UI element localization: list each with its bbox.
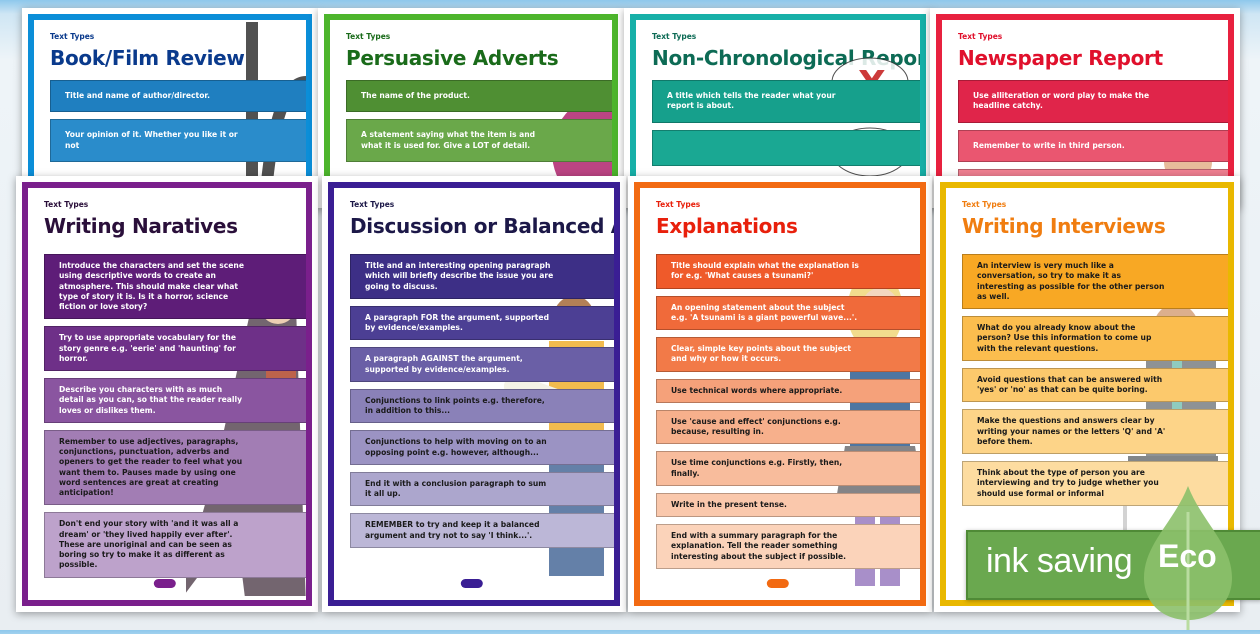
ink-saving-text: ink saving	[986, 542, 1133, 580]
poster-point: An opening statement about the subject e…	[656, 295, 920, 330]
poster-point: A statement saying what the item is and …	[346, 119, 612, 162]
poster-point: Write in the present tense.	[656, 492, 920, 517]
poster-writing-narratives: Text Types Writing Naratives Introduce t…	[16, 176, 318, 612]
poster-label: Text Types	[44, 200, 89, 209]
poster-point: Make the questions and answers clear by …	[962, 409, 1228, 454]
eco-label: Eco	[1158, 538, 1217, 574]
poster-point: Title and an interesting opening paragra…	[350, 254, 614, 299]
poster-book-film-review: Text Types Book/Film Review Title and na…	[22, 8, 318, 208]
poster-point: Conjunctions to help with moving on to a…	[350, 430, 614, 465]
poster-title: Discussion or Balanced Arguments	[350, 214, 614, 238]
poster-point: Don't end your story with 'and it was al…	[44, 512, 306, 578]
poster-point: A paragraph FOR the argument, supported …	[350, 305, 614, 341]
poster-point: REMEMBER to try and keep it a balanced a…	[350, 513, 614, 548]
poster-title: Explanations	[656, 214, 798, 238]
poster-point: Use technical words where appropriate.	[656, 378, 920, 403]
poster-point: Title should explain what the explanatio…	[656, 254, 920, 289]
poster-points: A title which tells the reader what your…	[652, 80, 920, 166]
poster-point: Avoid questions that can be answered wit…	[962, 367, 1228, 403]
eco-leaf-icon: Eco	[1140, 482, 1236, 630]
poster-point: An interview is very much like a convers…	[962, 254, 1228, 309]
poster-points: Title should explain what the explanatio…	[656, 254, 920, 569]
poster-frame: Text Types Discussion or Balanced Argume…	[328, 182, 620, 606]
poster-label: Text Types	[962, 200, 1007, 209]
poster-point: Title and name of author/director.	[50, 80, 306, 113]
poster-point: Describe you characters with as much det…	[44, 378, 306, 423]
poster-points: Introduce the characters and set the sce…	[44, 254, 306, 578]
poster-frame: Text Types Newspaper Report Use allitera…	[936, 14, 1234, 202]
poster-label: Text Types	[652, 32, 697, 41]
poster-point: End it with a conclusion paragraph to su…	[350, 471, 614, 507]
poster-point: Use 'cause and effect' conjunctions e.g.…	[656, 409, 920, 445]
poster-persuasive-adverts: Text Types Persuasive Adverts The name o…	[318, 8, 624, 208]
poster-points: Title and name of author/director. Your o…	[50, 80, 306, 162]
poster-points: The name of the product. A statement sayi…	[346, 80, 612, 162]
poster-point	[652, 129, 920, 166]
poster-point: A title which tells the reader what your…	[652, 80, 920, 123]
poster-point: Use alliteration or word play to make th…	[958, 80, 1228, 123]
poster-point: What do you already know about the perso…	[962, 316, 1228, 361]
poster-label: Text Types	[350, 200, 395, 209]
poster-label: Text Types	[958, 32, 1003, 41]
poster-point: The name of the product.	[346, 80, 612, 113]
poster-frame: Text Types Book/Film Review Title and na…	[28, 14, 312, 202]
poster-points: An interview is very much like a convers…	[962, 254, 1228, 506]
poster-point: Clear, simple key points about the subje…	[656, 337, 920, 372]
twinkl-logo-icon	[153, 579, 176, 588]
poster-point: Conjunctions to link points e.g. therefo…	[350, 388, 614, 424]
poster-label: Text Types	[656, 200, 701, 209]
poster-label: Text Types	[50, 32, 95, 41]
poster-title: Writing Naratives	[44, 214, 238, 238]
poster-label: Text Types	[346, 32, 391, 41]
poster-point: End with a summary paragraph for the exp…	[656, 524, 920, 569]
poster-title: Book/Film Review	[50, 46, 245, 70]
poster-point: A paragraph AGAINST the argument, suppor…	[350, 347, 614, 382]
poster-frame: Text Types Writing Naratives Introduce t…	[22, 182, 312, 606]
poster-frame: Text Types Non-Chronological Reports X A…	[630, 14, 926, 202]
poster-title: Newspaper Report	[958, 46, 1163, 70]
poster-title: Persuasive Adverts	[346, 46, 559, 70]
poster-frame: Text Types Explanations Title should exp…	[634, 182, 926, 606]
poster-discussion-balanced-arguments: Text Types Discussion or Balanced Argume…	[322, 176, 626, 612]
poster-point: Use time conjunctions e.g. Firstly, then…	[656, 451, 920, 486]
poster-point: Remember to use adjectives, paragraphs, …	[44, 429, 306, 506]
poster-title: Writing Interviews	[962, 214, 1166, 238]
poster-points: Title and an interesting opening paragra…	[350, 254, 614, 548]
twinkl-logo-icon	[460, 579, 483, 588]
poster-point: Try to use appropriate vocabulary for th…	[44, 326, 306, 371]
poster-point: Introduce the characters and set the sce…	[44, 254, 306, 320]
poster-explanations: Text Types Explanations Title should exp…	[628, 176, 932, 612]
poster-point: Remember to write in third person.	[958, 129, 1228, 162]
poster-newspaper-report: Text Types Newspaper Report Use allitera…	[930, 8, 1240, 208]
poster-frame: Text Types Persuasive Adverts The name o…	[324, 14, 618, 202]
poster-point: Your opinion of it. Whether you like it …	[50, 119, 306, 162]
twinkl-logo-icon	[766, 579, 789, 588]
